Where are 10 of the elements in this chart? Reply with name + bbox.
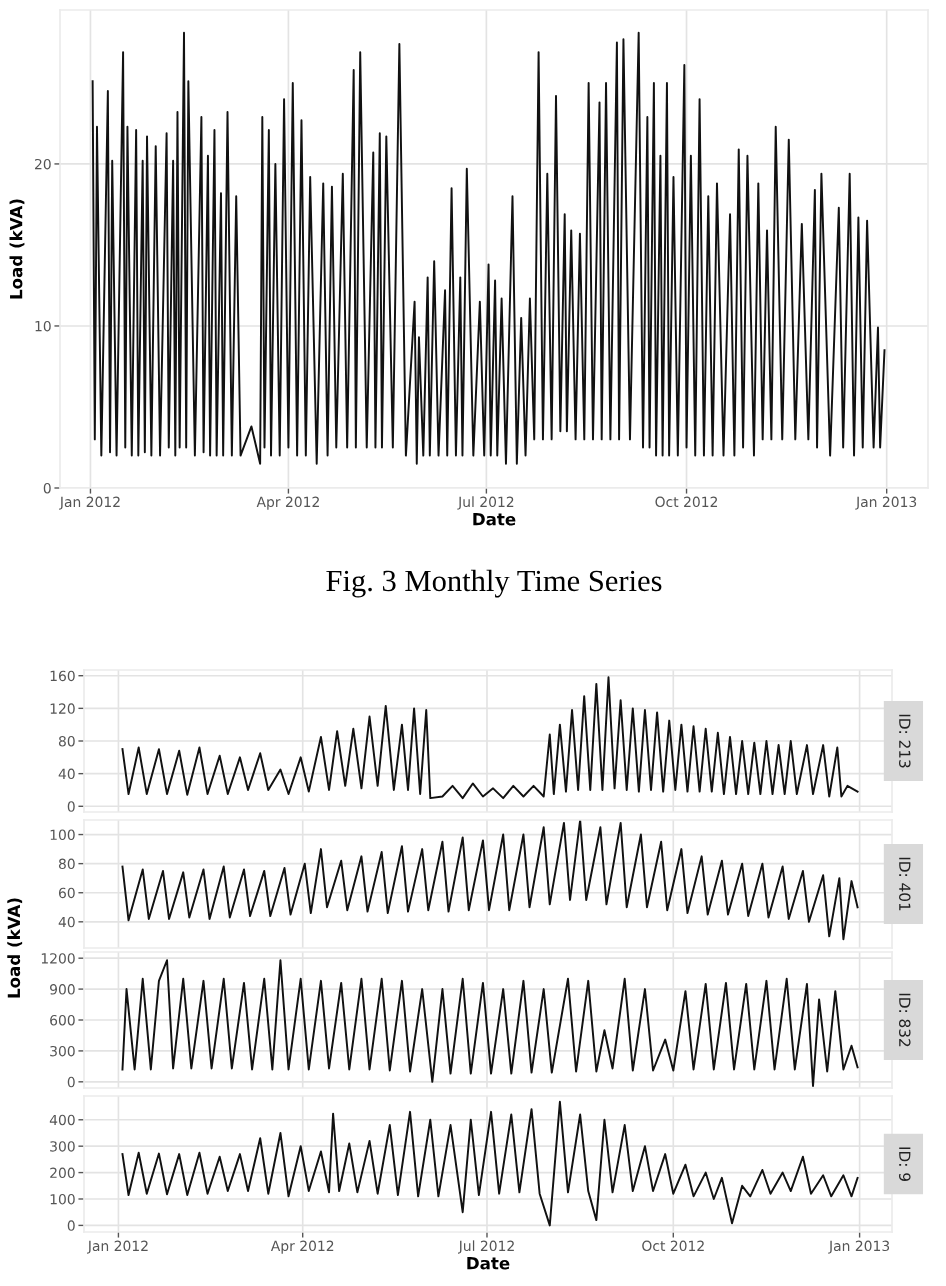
line-series	[91, 31, 886, 465]
x-axis-title: Date	[473, 513, 516, 526]
y-axis-title: Load (kVA)	[9, 199, 25, 299]
line-series	[121, 676, 859, 800]
x-axis-title: Date	[467, 1257, 510, 1270]
caption: Fig. 3 Monthly Time Series	[326, 569, 662, 598]
line-series	[121, 820, 859, 941]
y-axis-title: Load (kVA)	[7, 898, 23, 998]
line-series	[121, 1100, 859, 1227]
line-series	[121, 959, 859, 1087]
